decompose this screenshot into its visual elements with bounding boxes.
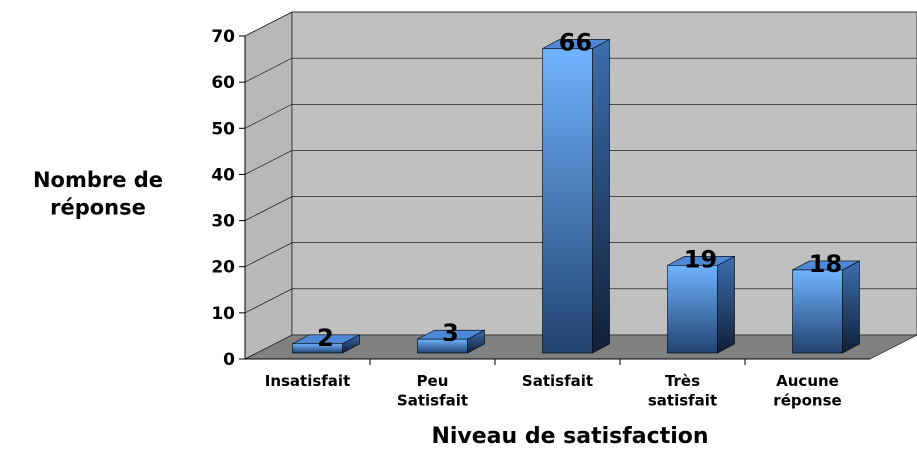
bar-side <box>842 260 860 354</box>
x-axis-title: Niveau de satisfaction <box>431 424 708 449</box>
value-label: 19 <box>684 245 717 273</box>
grid-line <box>244 196 917 221</box>
y-tick-label: 50 <box>211 119 235 139</box>
grid-line <box>244 103 917 129</box>
bar <box>667 265 718 354</box>
grid-line <box>244 150 917 175</box>
y-tick-label: 20 <box>211 258 235 278</box>
bar-side <box>592 38 610 354</box>
x-tick-label: Peu Satisfait <box>397 372 468 410</box>
value-label: 3 <box>442 319 459 347</box>
x-tick-label: Satisfait <box>522 372 593 390</box>
bar <box>417 338 468 354</box>
x-tick-label: Très satisfait <box>648 372 717 410</box>
bar <box>542 48 593 354</box>
y-tick-label: 30 <box>211 212 235 232</box>
x-tick-label: Insatisfait <box>265 372 351 390</box>
y-tick-label: 10 <box>211 304 235 324</box>
bar-side <box>717 255 735 354</box>
bar <box>292 343 343 354</box>
grid-line <box>244 11 917 37</box>
y-axis-title: Nombre de réponse <box>33 168 163 219</box>
y-tick-label: 70 <box>211 27 235 47</box>
value-label: 2 <box>317 324 334 352</box>
grid-line <box>244 242 917 267</box>
x-tick-label: Aucune réponse <box>773 372 841 410</box>
left-wall <box>244 11 293 360</box>
value-label: 18 <box>809 250 842 278</box>
y-tick-label: 60 <box>211 73 235 93</box>
bar <box>792 269 843 354</box>
y-tick-label: 0 <box>223 350 235 370</box>
y-tick-label: 40 <box>211 165 235 185</box>
grid-line <box>244 57 917 83</box>
value-label: 66 <box>559 28 592 56</box>
